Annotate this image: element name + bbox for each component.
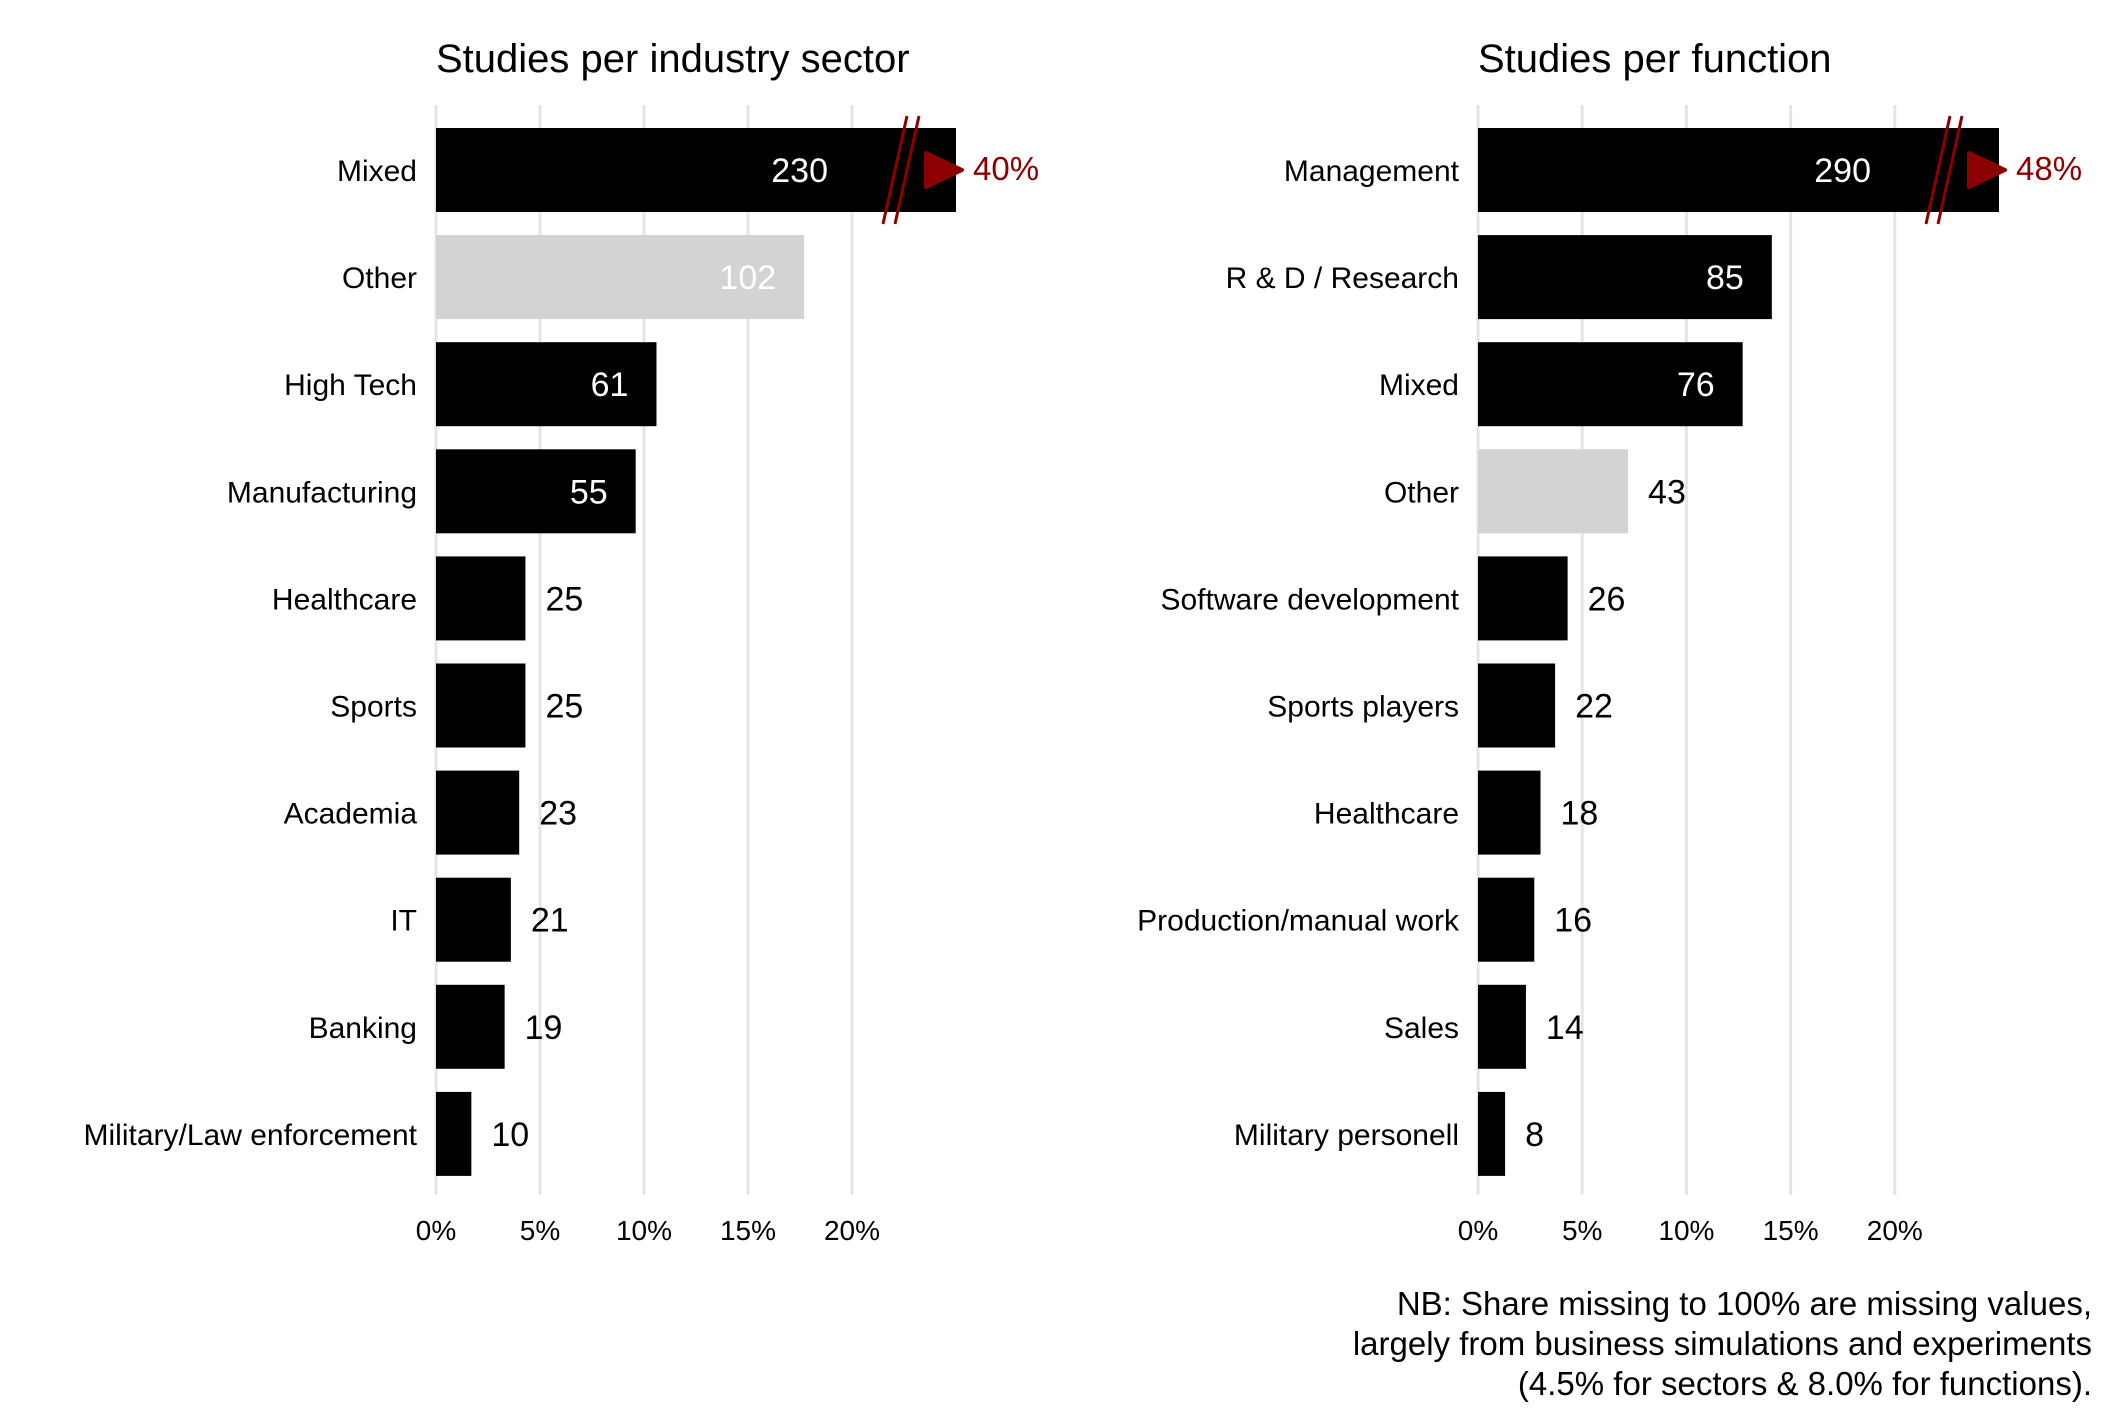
category-label: Healthcare bbox=[1314, 798, 1459, 831]
value-label: 16 bbox=[1554, 902, 1592, 940]
value-label: 25 bbox=[545, 580, 583, 618]
axis-break-mark bbox=[1924, 115, 1952, 225]
bar bbox=[1478, 770, 1541, 855]
axis-break-mark bbox=[893, 115, 921, 225]
category-label: Military personell bbox=[1234, 1119, 1459, 1152]
bar bbox=[436, 556, 526, 641]
bar bbox=[436, 235, 805, 320]
value-label: 18 bbox=[1561, 795, 1599, 833]
x-tick-label: 10% bbox=[1658, 1215, 1714, 1246]
bar bbox=[1478, 984, 1526, 1069]
category-label: Other bbox=[1384, 476, 1459, 509]
value-label: 14 bbox=[1546, 1009, 1584, 1047]
x-tick-label: 20% bbox=[824, 1215, 880, 1246]
footnote-line-2: largely from business simulations and ex… bbox=[1353, 1325, 2092, 1362]
category-label: Military/Law enforcement bbox=[84, 1119, 418, 1152]
value-label: 25 bbox=[545, 688, 583, 726]
category-label: IT bbox=[390, 905, 417, 938]
value-label: 55 bbox=[570, 473, 608, 511]
bar bbox=[1478, 342, 1743, 427]
x-tick-label: 20% bbox=[1867, 1215, 1923, 1246]
axis-break-label: 40% bbox=[973, 150, 1039, 187]
category-label: Management bbox=[1284, 155, 1460, 188]
footnote-line-1: NB: Share missing to 100% are missing va… bbox=[1397, 1285, 2092, 1322]
category-label: Mixed bbox=[337, 155, 417, 188]
x-tick-label: 0% bbox=[416, 1215, 456, 1246]
bar bbox=[436, 984, 505, 1069]
category-label: Mixed bbox=[1379, 369, 1459, 402]
value-label: 85 bbox=[1706, 259, 1744, 297]
axis-break-arrow bbox=[1967, 151, 2007, 189]
bar bbox=[1478, 235, 1772, 320]
category-label: Other bbox=[342, 262, 417, 295]
value-label: 290 bbox=[1814, 152, 1871, 190]
value-label: 21 bbox=[531, 902, 569, 940]
x-tick-label: 10% bbox=[616, 1215, 672, 1246]
category-label: Production/manual work bbox=[1137, 905, 1460, 938]
bar bbox=[436, 449, 636, 534]
value-label: 26 bbox=[1588, 580, 1626, 618]
bar bbox=[436, 128, 956, 212]
bar bbox=[1478, 1091, 1506, 1176]
x-tick-label: 5% bbox=[520, 1215, 560, 1246]
bar bbox=[1478, 128, 1999, 212]
value-label: 10 bbox=[491, 1116, 529, 1154]
bar bbox=[1478, 663, 1556, 748]
chart-title: Studies per function bbox=[1478, 37, 1832, 81]
axis-break-mark bbox=[1936, 115, 1964, 225]
x-tick-label: 15% bbox=[720, 1215, 776, 1246]
value-label: 43 bbox=[1648, 473, 1686, 511]
bar bbox=[436, 342, 657, 427]
value-label: 19 bbox=[525, 1009, 563, 1047]
bar bbox=[1478, 556, 1568, 641]
value-label: 23 bbox=[539, 795, 577, 833]
category-label: Sports players bbox=[1267, 691, 1459, 724]
bar bbox=[436, 877, 511, 962]
bar bbox=[436, 770, 520, 855]
category-label: Academia bbox=[284, 798, 418, 831]
axis-break-arrow bbox=[924, 151, 964, 189]
footnote: NB: Share missing to 100% are missing va… bbox=[1353, 1285, 2092, 1402]
value-label: 102 bbox=[719, 259, 776, 297]
value-label: 8 bbox=[1525, 1116, 1544, 1154]
x-tick-label: 0% bbox=[1458, 1215, 1498, 1246]
footnote-line-3: (4.5% for sectors & 8.0% for functions). bbox=[1518, 1365, 2092, 1402]
axis-break-label: 48% bbox=[2016, 150, 2082, 187]
bar bbox=[436, 663, 526, 748]
chart-title: Studies per industry sector bbox=[436, 37, 910, 81]
category-label: Healthcare bbox=[272, 583, 417, 616]
category-label: Manufacturing bbox=[227, 476, 417, 509]
value-label: 22 bbox=[1575, 688, 1613, 726]
category-label: Software development bbox=[1160, 583, 1459, 616]
x-tick-label: 5% bbox=[1562, 1215, 1602, 1246]
x-tick-label: 15% bbox=[1763, 1215, 1819, 1246]
bar bbox=[436, 1091, 472, 1176]
category-label: R & D / Research bbox=[1226, 262, 1459, 295]
bar bbox=[1478, 449, 1629, 534]
panel-industry-sector: Studies per industry sector Mixed 230 40% Ot… bbox=[84, 37, 1040, 1246]
bar bbox=[1478, 877, 1535, 962]
value-label: 61 bbox=[591, 366, 629, 404]
category-label: High Tech bbox=[284, 369, 417, 402]
panel-function: Studies per function Management 290 48% R & … bbox=[1137, 37, 2082, 1246]
category-label: Banking bbox=[309, 1012, 417, 1045]
axis-break-mark bbox=[881, 115, 909, 225]
category-label: Sales bbox=[1384, 1012, 1459, 1045]
value-label: 230 bbox=[771, 152, 828, 190]
value-label: 76 bbox=[1677, 366, 1715, 404]
category-label: Sports bbox=[330, 691, 417, 724]
